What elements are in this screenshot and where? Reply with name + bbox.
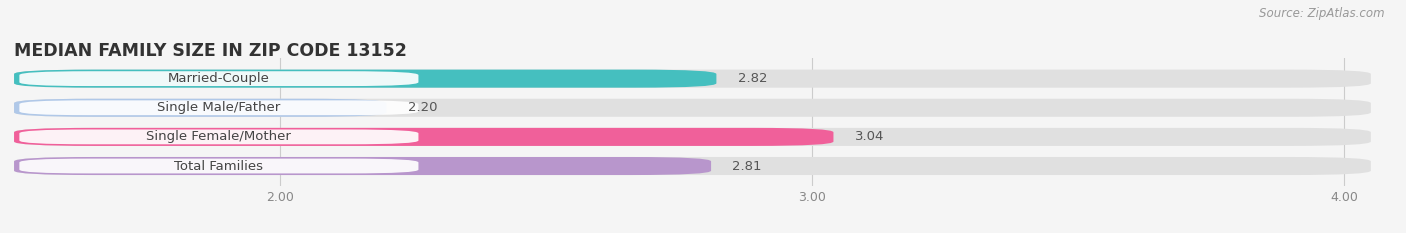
Text: Single Female/Mother: Single Female/Mother [146,130,291,143]
FancyBboxPatch shape [14,70,717,88]
Text: 2.82: 2.82 [738,72,768,85]
FancyBboxPatch shape [14,99,387,117]
FancyBboxPatch shape [14,157,1371,175]
Text: Married-Couple: Married-Couple [167,72,270,85]
Text: 3.04: 3.04 [855,130,884,143]
FancyBboxPatch shape [20,159,419,173]
FancyBboxPatch shape [14,99,1371,117]
FancyBboxPatch shape [14,128,1371,146]
Text: Source: ZipAtlas.com: Source: ZipAtlas.com [1260,7,1385,20]
FancyBboxPatch shape [14,70,1371,88]
Text: MEDIAN FAMILY SIZE IN ZIP CODE 13152: MEDIAN FAMILY SIZE IN ZIP CODE 13152 [14,42,406,60]
Text: 2.20: 2.20 [408,101,437,114]
Text: 2.81: 2.81 [733,160,762,172]
FancyBboxPatch shape [14,128,834,146]
FancyBboxPatch shape [20,100,419,115]
FancyBboxPatch shape [20,71,419,86]
Text: Total Families: Total Families [174,160,263,172]
Text: Single Male/Father: Single Male/Father [157,101,281,114]
FancyBboxPatch shape [20,130,419,144]
FancyBboxPatch shape [14,157,711,175]
